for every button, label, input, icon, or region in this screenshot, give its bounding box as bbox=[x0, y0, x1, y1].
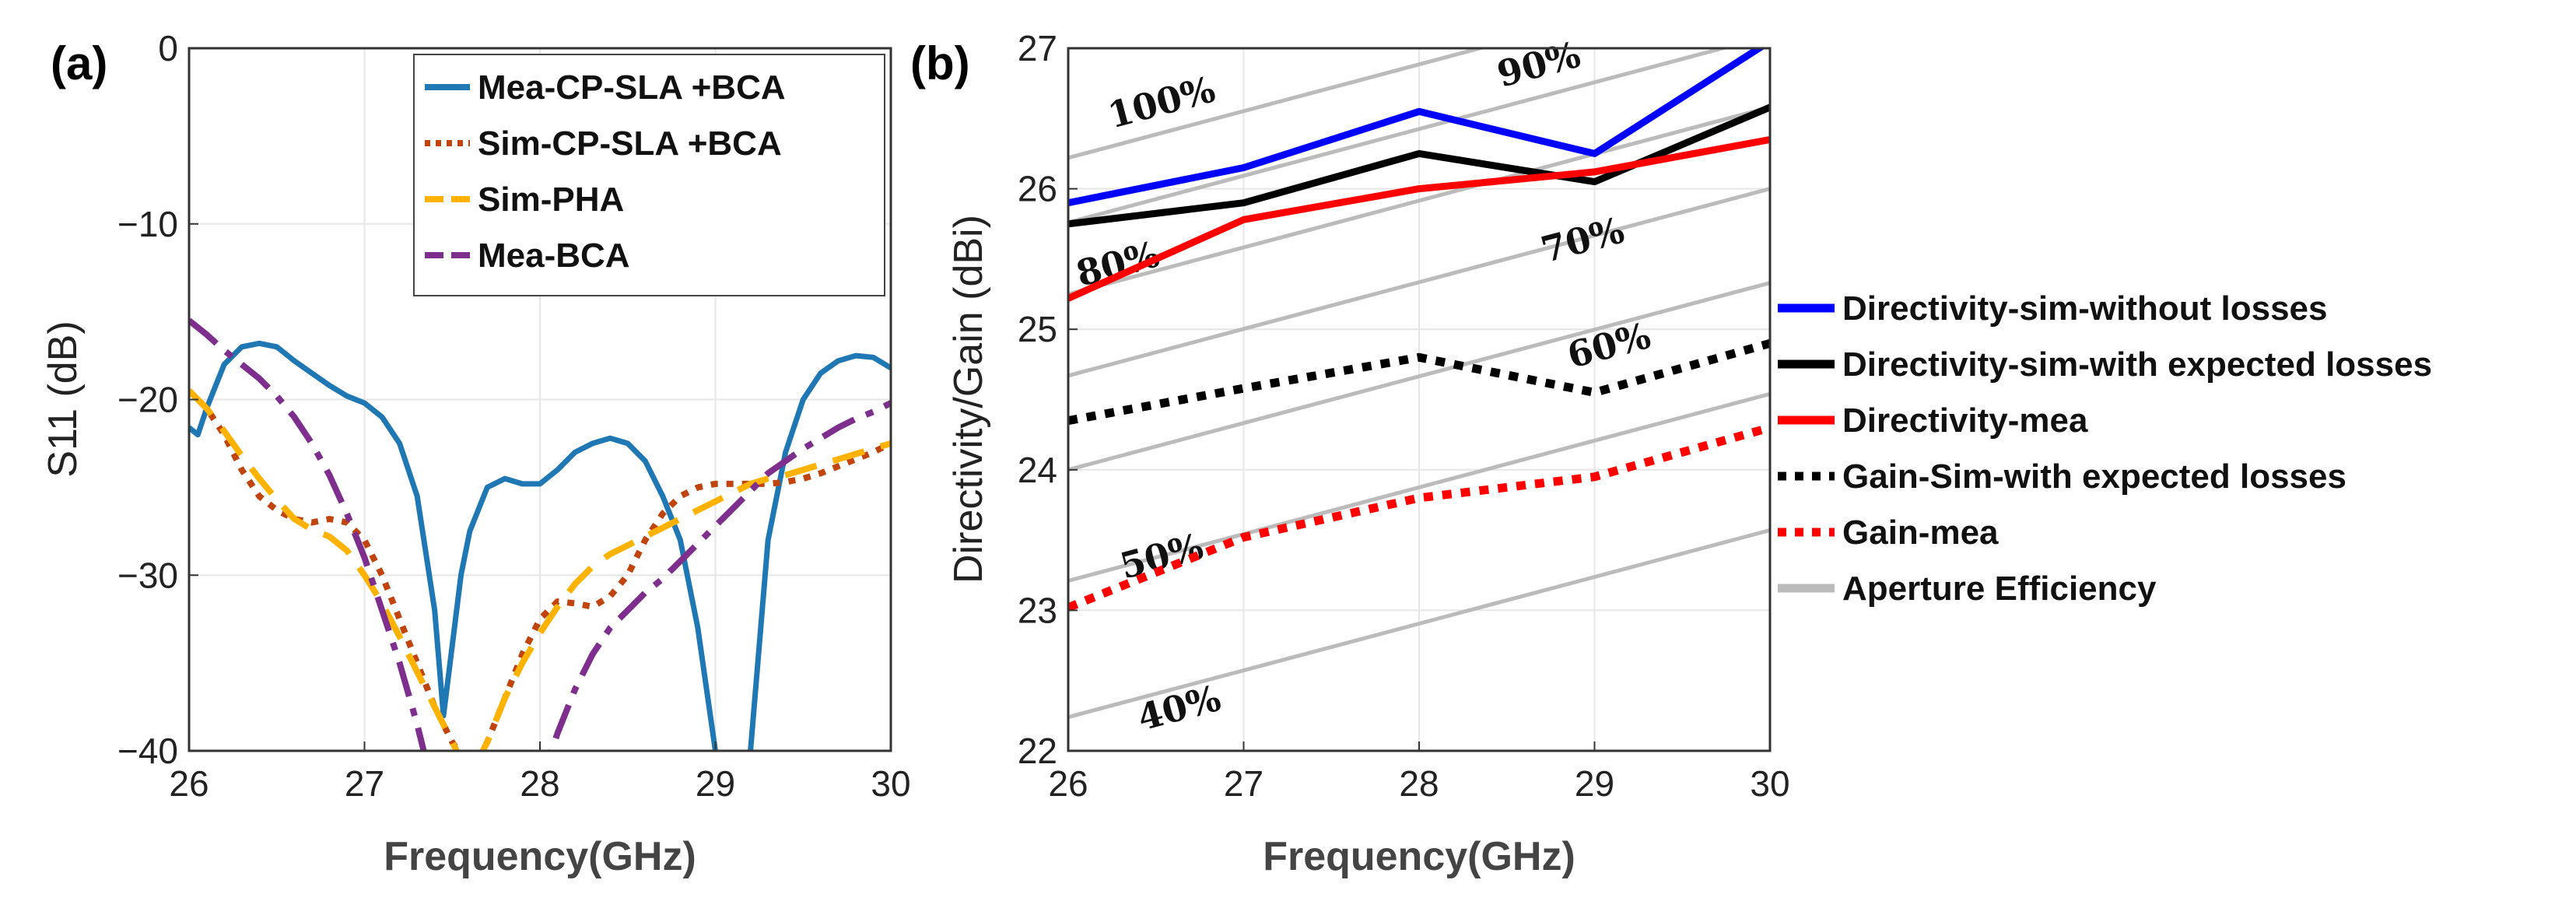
legend-entry: Mea-BCA bbox=[478, 237, 630, 275]
efficiency-line bbox=[1068, 391, 1770, 583]
panel-a-plot-area bbox=[189, 317, 891, 751]
x-tick-label: 29 bbox=[1575, 763, 1614, 804]
legend-entry: Directivity-sim-without losses bbox=[1842, 289, 2327, 328]
efficiency-line bbox=[1068, 187, 1770, 378]
series-line-3 bbox=[189, 388, 891, 751]
y-tick-label: −40 bbox=[117, 731, 178, 771]
y-tick-label: 23 bbox=[1018, 590, 1057, 630]
series-line-1 bbox=[1068, 48, 1766, 207]
panel-a-legend-box bbox=[413, 54, 885, 296]
panel-b-label: (b) bbox=[910, 37, 970, 89]
y-tick-label: 24 bbox=[1018, 450, 1057, 490]
panel-b-legend: Directivity-sim-without losses Directivit… bbox=[1778, 289, 2432, 608]
x-tick-label: 27 bbox=[345, 763, 384, 804]
x-tick-label: 30 bbox=[871, 763, 910, 804]
x-tick-label: 29 bbox=[696, 763, 735, 804]
efficiency-line bbox=[1068, 48, 1488, 160]
x-tick-label: 28 bbox=[520, 763, 559, 804]
x-tick-label: 30 bbox=[1750, 763, 1789, 804]
panel-b-plot-area bbox=[1068, 48, 1770, 612]
series-line-4 bbox=[1068, 339, 1770, 426]
panel-b-efficiency-lines bbox=[1068, 48, 1770, 720]
y-tick-label: −20 bbox=[117, 380, 178, 420]
x-tick-label: 27 bbox=[1224, 763, 1263, 804]
series-line-3 bbox=[1068, 135, 1770, 302]
panel-a-x-axis-label: Frequency(GHz) bbox=[384, 834, 696, 879]
legend-entry: Sim-PHA bbox=[478, 181, 624, 219]
series-line-2 bbox=[189, 388, 891, 751]
panel-b-y-axis-label: Directivity/Gain (dBi) bbox=[946, 215, 991, 584]
efficiency-line bbox=[1068, 528, 1770, 720]
legend-entry: Gain-Sim-with expected losses bbox=[1842, 458, 2346, 496]
panel-a-chart: (a) 26 27 28 29 30 −40 −30 −20 −10 0 Frequency(G… bbox=[40, 28, 911, 879]
y-tick-label: 0 bbox=[158, 28, 178, 68]
panel-b-y-ticks: 22 23 24 25 26 27 bbox=[1018, 28, 1078, 771]
panel-a-y-axis-label: S11 (dB) bbox=[40, 321, 86, 477]
panel-a-y-ticks: −40 −30 −20 −10 0 bbox=[117, 28, 198, 771]
series-line-4 bbox=[189, 317, 891, 751]
series-line-2 bbox=[1068, 103, 1770, 228]
x-tick-label: 26 bbox=[1048, 763, 1088, 804]
legend-entry: Aperture Efficiency bbox=[1842, 570, 2157, 608]
series-line-5 bbox=[1068, 423, 1770, 612]
y-tick-label: −10 bbox=[117, 204, 178, 244]
series-line-1 bbox=[189, 340, 891, 751]
y-tick-label: 26 bbox=[1018, 169, 1057, 209]
legend-entry: Mea-CP-SLA +BCA bbox=[478, 68, 786, 107]
efficiency-line bbox=[1068, 48, 1730, 225]
panel-b-x-ticks: 26 27 28 29 30 bbox=[1048, 741, 1790, 804]
legend-entry: Directivity-mea bbox=[1842, 401, 2088, 440]
panel-a-label: (a) bbox=[51, 37, 107, 89]
panel-b-x-axis-label: Frequency(GHz) bbox=[1263, 834, 1575, 879]
y-tick-label: 25 bbox=[1018, 309, 1057, 349]
legend-entry: Sim-CP-SLA +BCA bbox=[478, 124, 782, 163]
x-tick-label: 26 bbox=[169, 763, 209, 804]
efficiency-line bbox=[1068, 105, 1770, 296]
efficiency-line bbox=[1068, 281, 1770, 472]
legend-entry: Directivity-sim-with expected losses bbox=[1842, 345, 2432, 384]
panel-a-legend: Mea-CP-SLA +BCA Sim-CP-SLA +BCA Sim-PHA Mea… bbox=[413, 54, 885, 296]
y-tick-label: −30 bbox=[117, 555, 178, 595]
legend-entry: Gain-mea bbox=[1842, 514, 1999, 552]
y-tick-label: 22 bbox=[1018, 731, 1057, 771]
y-tick-label: 27 bbox=[1018, 28, 1057, 68]
panel-a-x-ticks: 26 27 28 29 30 bbox=[169, 741, 911, 804]
x-tick-label: 28 bbox=[1399, 763, 1439, 804]
